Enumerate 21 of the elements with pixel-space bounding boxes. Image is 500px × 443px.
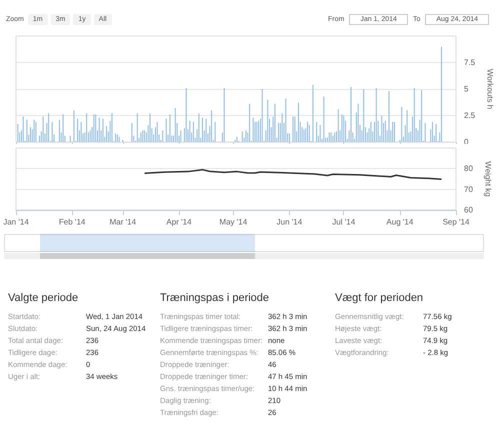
y-tick-label: 70 <box>464 184 474 194</box>
x-tick-label: Feb '14 <box>58 218 86 226</box>
x-tick-label: Jun '14 <box>276 218 303 226</box>
y-tick-label: 60 <box>464 206 474 214</box>
text: Valgte periode <box>8 292 80 304</box>
y-tick-label: 80 <box>464 164 474 174</box>
x-tick-label: Apr '14 <box>166 218 192 226</box>
x-tick-label: May '14 <box>219 218 248 226</box>
y-axis-title: Weight kg <box>483 161 492 197</box>
line-series <box>144 168 442 180</box>
text: Træningspas i periode <box>160 292 270 304</box>
y-tick-label: 5 <box>464 84 469 94</box>
x-tick-label: Aug '14 <box>386 218 414 226</box>
x-tick-label: Mar '14 <box>110 218 137 226</box>
x-tick-label: Sep '14 <box>442 218 470 226</box>
text: Vægt for perioden <box>335 292 424 304</box>
y-tick-label: 2.5 <box>464 111 476 120</box>
x-tick-label: Jan '14 <box>3 218 30 226</box>
y-tick-label: 7.5 <box>464 58 476 67</box>
x-tick-label: Jul '14 <box>332 218 356 226</box>
y-axis-title: Workouts h <box>486 68 495 110</box>
